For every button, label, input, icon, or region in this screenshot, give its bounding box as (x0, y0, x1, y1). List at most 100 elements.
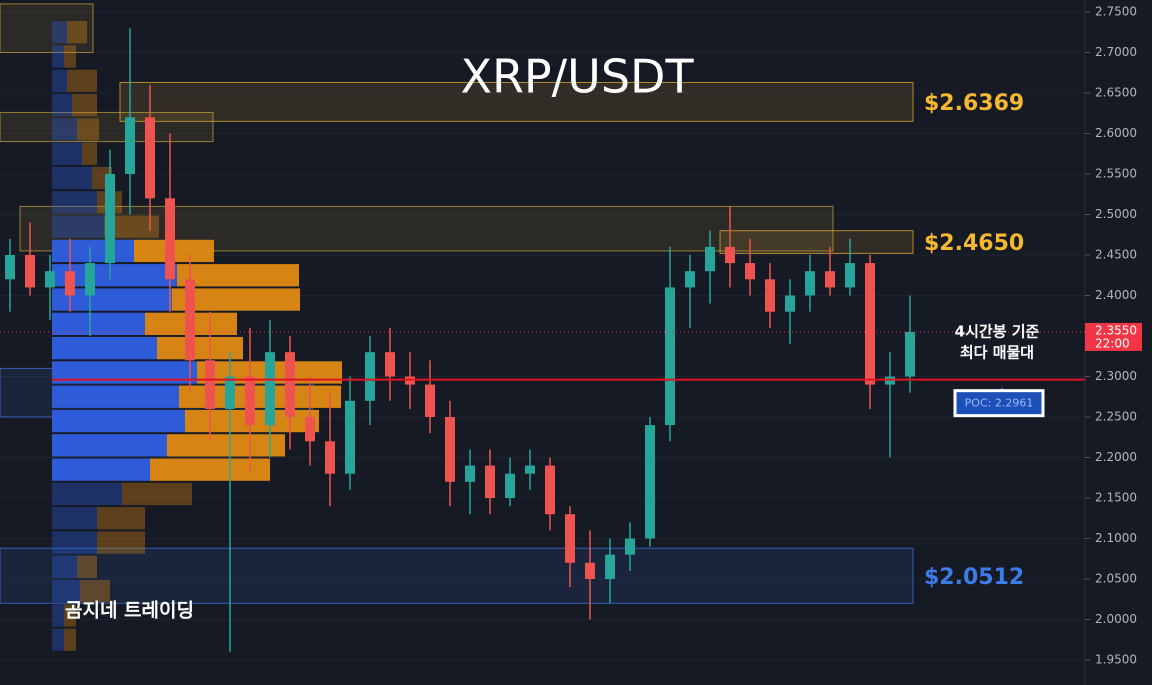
zone-label: $2.0512 (924, 565, 1024, 590)
zone (0, 547, 914, 604)
candle-body (425, 384, 435, 417)
candle-body (585, 562, 595, 579)
profile-sell (80, 580, 110, 603)
candle-body (365, 352, 375, 401)
candle-body (805, 271, 815, 296)
profile-buy (52, 604, 64, 627)
candle-body (65, 271, 75, 296)
candle-body (305, 417, 315, 442)
y-tick-label: 1.9500 (1095, 653, 1137, 667)
profile-sell (157, 337, 243, 360)
profile-buy (52, 21, 67, 44)
profile-buy (52, 580, 80, 603)
candle-body (565, 514, 575, 563)
y-tick-label: 2.0000 (1095, 612, 1137, 626)
profile-buy (52, 45, 64, 68)
poc-box (953, 389, 1045, 418)
candle-body (705, 246, 715, 272)
profile-sell (77, 118, 99, 141)
annotation: 최다 매물대 (960, 344, 1034, 362)
chart-title: XRP/USDT (460, 50, 694, 104)
candle-body (445, 417, 455, 482)
candle-body (825, 271, 835, 288)
y-tick-label: 2.1000 (1095, 531, 1137, 545)
profile-sell (179, 385, 341, 408)
candle-body (25, 255, 35, 288)
zone-label: $2.4650 (924, 231, 1024, 256)
last-price-label: 2.3550 (1095, 323, 1137, 337)
profile-sell (82, 142, 97, 165)
candle-body (505, 473, 515, 498)
zone (119, 81, 914, 122)
candle-body (745, 263, 755, 280)
candle-body (345, 400, 355, 474)
candle-body (45, 271, 55, 288)
candle-body (325, 441, 335, 474)
profile-buy (52, 337, 157, 360)
candle-body (145, 117, 155, 199)
watermark: 곰지네 트레이딩 (65, 600, 194, 622)
zone (0, 3, 94, 53)
profile-sell (177, 264, 299, 287)
candle-body (185, 279, 195, 361)
y-tick-label: 2.3000 (1095, 369, 1137, 383)
profile-buy (52, 507, 97, 530)
profile-buy (52, 312, 145, 335)
profile-sell (122, 482, 192, 506)
profile-buy (52, 361, 197, 384)
candle-body (665, 287, 675, 426)
candle-body (785, 295, 795, 312)
profile-buy (52, 264, 177, 287)
profile-sell (72, 94, 97, 117)
candle-body (165, 198, 175, 280)
profile-sell (167, 434, 285, 457)
last-price-box (1085, 322, 1142, 351)
y-tick-label: 2.4000 (1095, 288, 1137, 302)
candle-body (225, 376, 235, 409)
profile-sell (67, 69, 97, 92)
profile-buy (52, 191, 97, 214)
candle-body (725, 246, 735, 264)
profile-sell (67, 21, 87, 44)
candle-body (905, 331, 915, 377)
y-tick-label: 2.6000 (1095, 126, 1137, 140)
candle-body (625, 538, 635, 555)
profile-buy (52, 482, 122, 506)
profile-buy (52, 94, 72, 117)
profile-buy (52, 215, 104, 238)
zone (719, 230, 914, 254)
y-tick-label: 2.5000 (1095, 207, 1137, 221)
y-tick-label: 2.7500 (1095, 5, 1137, 19)
candle-body (205, 360, 215, 409)
profile-buy (52, 531, 97, 554)
profile-sell (64, 45, 76, 68)
candle-body (525, 465, 535, 474)
candle-body (865, 263, 875, 385)
candle-body (685, 271, 695, 288)
y-tick-label: 2.4500 (1095, 248, 1137, 262)
y-tick-label: 2.2500 (1095, 410, 1137, 424)
profile-buy (52, 118, 77, 141)
candle-body (485, 465, 495, 498)
profile-sell (104, 215, 159, 238)
candle-body (85, 263, 95, 296)
poc-label: POC: 2.2961 (965, 397, 1034, 410)
zone-label: $2.6369 (924, 91, 1024, 116)
profile-buy (52, 288, 172, 311)
candle-body (125, 117, 135, 174)
profile-buy (52, 385, 179, 408)
zone (0, 111, 214, 143)
candle-body (465, 465, 475, 482)
candle-body (845, 263, 855, 288)
y-tick-label: 2.6500 (1095, 86, 1137, 100)
countdown: 22:00 (1095, 336, 1130, 350)
y-tick-label: 2.7000 (1095, 45, 1137, 59)
candle-body (245, 376, 255, 426)
profile-buy (52, 166, 92, 190)
profile-buy (52, 239, 134, 263)
candle-body (265, 352, 275, 426)
candle-body (645, 425, 655, 539)
profile-sell (150, 458, 270, 481)
profile-buy (52, 628, 64, 651)
